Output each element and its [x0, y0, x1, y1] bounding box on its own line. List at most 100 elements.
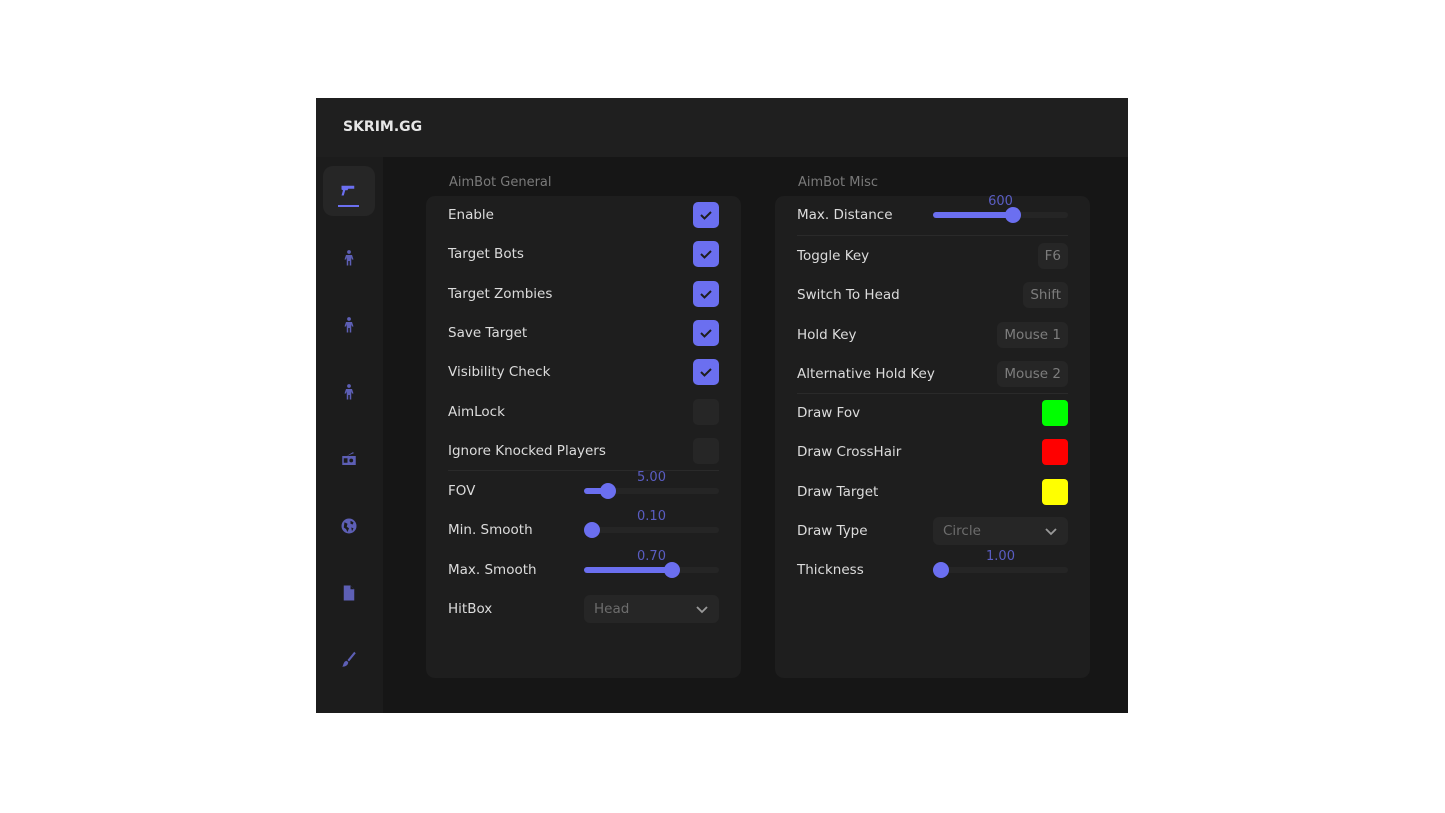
check-icon [700, 368, 712, 378]
sidebar-item-2[interactable] [323, 300, 375, 350]
person-icon [340, 316, 358, 334]
row-label: HitBox [448, 601, 493, 617]
person-icon [340, 249, 358, 267]
slider[interactable]: 0.10 [584, 509, 719, 539]
hitbox-dropdown[interactable]: Head [584, 595, 719, 623]
row-label: Min. Smooth [448, 522, 533, 539]
color-row: Draw CrossHair [797, 438, 1068, 466]
divider [797, 235, 1068, 236]
sidebar-item-4[interactable] [323, 434, 375, 484]
header: SKRIM.GG [316, 98, 1128, 157]
checkbox[interactable] [693, 241, 719, 268]
row-label: Visibility Check [448, 364, 551, 381]
row-label: Target Zombies [448, 285, 553, 302]
sidebar-item-5[interactable] [323, 501, 375, 551]
row-label: Draw Type [797, 523, 868, 539]
color-row: Draw Fov [797, 399, 1068, 427]
row-label: Draw Target [797, 483, 879, 500]
row-label: FOV [448, 483, 476, 499]
slider[interactable]: 0.70 [584, 549, 719, 578]
toggle-row: Target Zombies [448, 280, 719, 308]
slider-value: 5.00 [637, 470, 666, 485]
dropdown-value: Circle [943, 523, 981, 539]
slider[interactable]: 600 [933, 194, 1068, 223]
slider-value: 1.00 [986, 549, 1015, 564]
slider-row: FOV 5.00 [448, 470, 719, 505]
slider[interactable]: 5.00 [584, 470, 719, 499]
draw-type-dropdown[interactable]: Circle [933, 517, 1068, 545]
slider-fill [584, 488, 609, 494]
sidebar-item-1[interactable] [323, 233, 375, 283]
keybind-button[interactable]: Mouse 2 [997, 360, 1068, 387]
toggle-row: Visibility Check [448, 358, 719, 386]
row-label: Target Bots [448, 246, 524, 263]
row-label: Max. Distance [797, 207, 893, 223]
divider [448, 470, 719, 471]
sidebar-item-3[interactable] [323, 367, 375, 417]
color-swatch[interactable] [1042, 439, 1068, 466]
active-indicator [338, 205, 359, 207]
slider-handle[interactable] [1004, 207, 1021, 223]
dropdown-value: Head [594, 601, 630, 617]
color-swatch[interactable] [1042, 478, 1068, 505]
toggle-row: AimLock [448, 398, 719, 426]
sidebar-item-7[interactable] [323, 635, 375, 685]
row-label: Save Target [448, 324, 528, 341]
row-label: Thickness [797, 562, 864, 578]
toggle-row: Target Bots [448, 240, 719, 268]
checkbox[interactable] [693, 359, 719, 386]
row-label: Alternative Hold Key [797, 365, 935, 382]
sidebar-item-6[interactable] [323, 568, 375, 618]
slider-value: 0.10 [637, 509, 666, 525]
check-icon [700, 211, 712, 220]
color-swatch[interactable] [1042, 400, 1068, 426]
slider[interactable]: 1.00 [933, 549, 1068, 578]
app-window: SKRIM.GG AimBot General AimBot Misc Enab… [316, 98, 1128, 713]
slider-handle[interactable] [663, 561, 680, 578]
toggle-row: Enable [448, 201, 719, 229]
divider [797, 393, 1068, 394]
check-icon [700, 329, 712, 338]
sidebar-item-0[interactable] [323, 166, 375, 216]
hitbox-row: HitBox Head [448, 595, 719, 623]
keybind-row: Hold Key Mouse 1 [797, 321, 1068, 349]
aimbot-general-panel: Enable Target Bots Target Zombies Save Targ… [426, 196, 741, 678]
checkbox[interactable] [693, 280, 719, 307]
slider-row: Max. Smooth 0.70 [448, 549, 719, 584]
file-icon [340, 584, 358, 602]
keybind-button[interactable]: Shift [1023, 282, 1068, 309]
checkbox[interactable] [693, 202, 719, 228]
row-label: Toggle Key [797, 248, 870, 264]
keybind-button[interactable]: F6 [1037, 243, 1068, 269]
row-label: Enable [448, 207, 494, 223]
radio-icon [340, 450, 358, 468]
checkbox[interactable] [693, 398, 719, 425]
checkbox[interactable] [693, 319, 719, 346]
max-distance-row: Max. Distance 600 [797, 194, 1068, 229]
aimbot-misc-panel: Max. Distance 600 Toggle Key F6 Switch To He… [775, 194, 1090, 678]
keybind-row: Switch To Head Shift [797, 281, 1068, 309]
slider-row: Min. Smooth 0.10 [448, 509, 719, 544]
checkbox[interactable] [693, 437, 719, 464]
slider-fill [933, 212, 1013, 218]
person-icon [340, 383, 358, 401]
globe-icon [340, 517, 358, 535]
row-label: Draw Fov [797, 405, 861, 421]
check-icon [700, 289, 712, 299]
toggle-row: Save Target [448, 319, 719, 347]
draw-type-row: Draw Type Circle [797, 517, 1068, 545]
keybind-button[interactable]: Mouse 1 [997, 321, 1068, 348]
color-row: Draw Target [797, 478, 1068, 506]
check-icon [700, 250, 712, 260]
toggle-row: Ignore Knocked Players [448, 437, 719, 465]
sidebar [316, 157, 383, 713]
gun-icon [340, 182, 358, 200]
section-title-misc: AimBot Misc [798, 175, 879, 190]
slider-value: 600 [988, 194, 1013, 209]
slider-handle[interactable] [584, 522, 601, 539]
slider-handle[interactable] [933, 562, 950, 578]
slider-fill [584, 566, 672, 573]
row-label: AimLock [448, 403, 505, 420]
slider-handle[interactable] [600, 483, 617, 499]
slider-value: 0.70 [637, 548, 666, 564]
